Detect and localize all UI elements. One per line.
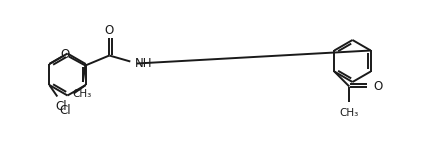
Text: NH: NH bbox=[135, 57, 152, 70]
Text: Cl: Cl bbox=[60, 104, 72, 116]
Text: O: O bbox=[105, 24, 114, 37]
Text: O: O bbox=[374, 80, 383, 93]
Text: Cl: Cl bbox=[56, 100, 67, 112]
Text: CH₃: CH₃ bbox=[72, 89, 92, 99]
Text: CH₃: CH₃ bbox=[340, 108, 359, 118]
Text: O: O bbox=[61, 48, 70, 61]
